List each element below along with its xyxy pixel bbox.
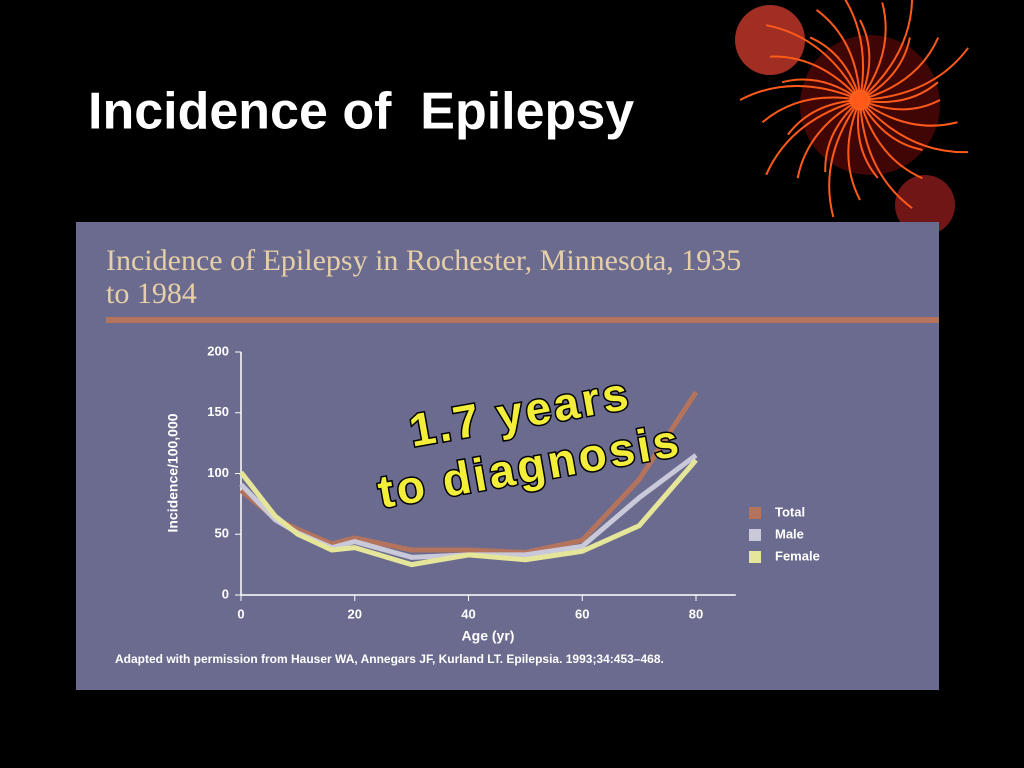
- y-tick-label: 100: [207, 465, 229, 480]
- title-rule: [106, 317, 939, 323]
- source-note: Adapted with permission from Hauser WA, …: [115, 652, 664, 666]
- ray: [859, 37, 940, 101]
- ray: [809, 36, 861, 101]
- ray: [739, 84, 861, 101]
- ray: [769, 55, 861, 101]
- y-tick-label: 50: [215, 526, 229, 541]
- series-line: [239, 458, 698, 568]
- y-axis-label: Incidence/100,000: [165, 413, 181, 532]
- ray: [859, 0, 914, 101]
- x-tick-label: 80: [689, 606, 703, 621]
- firework-decoration: [735, 0, 969, 235]
- ray: [859, 99, 941, 111]
- ray: [796, 99, 861, 179]
- legend-swatch: [749, 529, 761, 541]
- ray: [844, 0, 865, 101]
- ray: [761, 96, 861, 124]
- chart-panel: [76, 222, 939, 690]
- ray: [847, 99, 861, 201]
- rays: [739, 0, 969, 218]
- ray: [859, 99, 958, 127]
- slide-title: Incidence of Epilepsy: [88, 83, 634, 141]
- x-tick-label: 60: [575, 606, 589, 621]
- ray: [816, 9, 861, 101]
- ray: [859, 47, 969, 101]
- ray: [859, 19, 871, 101]
- x-axis-label: Age (yr): [462, 628, 515, 644]
- legend-label: Female: [775, 548, 820, 563]
- glow: [895, 175, 955, 235]
- glow: [800, 35, 940, 175]
- y-tick-label: 0: [222, 586, 229, 601]
- plot: 0 50 100 150 200 0 20 40 60 80 Total Male Female: [207, 343, 820, 621]
- ray: [859, 99, 913, 209]
- ray: [859, 99, 923, 180]
- legend-label: Male: [775, 526, 804, 541]
- ray: [859, 99, 969, 154]
- chart-title: Incidence of Epilepsy in Rochester, Minn…: [106, 244, 742, 310]
- ray: [781, 78, 861, 101]
- ray: [857, 99, 879, 179]
- ray: [765, 24, 861, 101]
- ray: [828, 99, 861, 218]
- ray: [787, 99, 861, 136]
- x-tick-label: 20: [348, 606, 362, 621]
- x-tick-label: 40: [461, 606, 475, 621]
- ray: [859, 37, 911, 101]
- y-tick-label: 200: [207, 343, 229, 358]
- glow: [735, 5, 805, 75]
- ray: [859, 2, 887, 101]
- ray: [859, 81, 939, 103]
- legend-label: Total: [775, 504, 805, 519]
- ray: [824, 99, 861, 173]
- legend-swatch: [749, 507, 761, 519]
- ray: [859, 99, 923, 151]
- legend-swatch: [749, 551, 761, 563]
- ray: [765, 99, 861, 176]
- x-tick-label: 0: [237, 606, 244, 621]
- y-tick-label: 150: [207, 404, 229, 419]
